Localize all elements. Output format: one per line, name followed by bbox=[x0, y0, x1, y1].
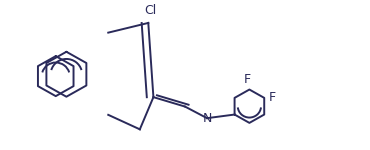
Text: F: F bbox=[269, 91, 276, 104]
Text: Cl: Cl bbox=[144, 4, 156, 17]
Text: N: N bbox=[202, 112, 212, 125]
Text: F: F bbox=[244, 73, 251, 86]
